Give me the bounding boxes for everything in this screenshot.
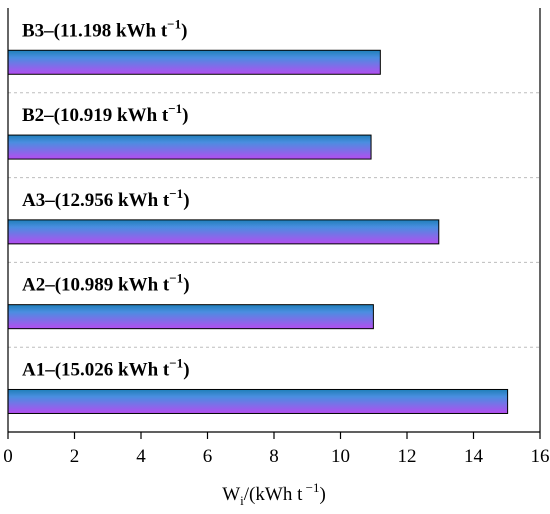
x-ticks: 0 2 4 6 8 10 12 14 16 bbox=[3, 432, 550, 467]
bar-a3 bbox=[7, 219, 440, 245]
bar-a1 bbox=[7, 388, 509, 414]
x-tick-label: 10 bbox=[331, 446, 350, 467]
x-tick-label: 4 bbox=[136, 446, 146, 467]
bar-b3 bbox=[7, 49, 381, 75]
bar-label-b3: B3–(11.198 kWh t−1) bbox=[22, 16, 187, 41]
bar-a2 bbox=[7, 304, 374, 330]
x-tick-label: 0 bbox=[3, 446, 13, 467]
bar-label-a3: A3–(12.956 kWh t−1) bbox=[22, 186, 190, 211]
x-tick-label: 8 bbox=[269, 446, 279, 467]
x-tick-label: 14 bbox=[464, 446, 484, 467]
x-tick-label: 12 bbox=[398, 446, 417, 467]
bar-label-b2: B2–(10.919 kWh t−1) bbox=[22, 101, 188, 126]
grid-lines bbox=[8, 92, 540, 348]
bar-b2 bbox=[7, 134, 372, 160]
x-tick-label: 6 bbox=[203, 446, 213, 467]
x-axis-title: Wi/(kWh t −1) bbox=[222, 480, 326, 508]
x-tick-label: 16 bbox=[531, 446, 550, 467]
bar-labels: A1–(15.026 kWh t−1) A2–(10.989 kWh t−1) A3… bbox=[22, 16, 190, 380]
bars bbox=[7, 49, 509, 414]
bar-label-a1: A1–(15.026 kWh t−1) bbox=[22, 355, 190, 380]
bar-label-a2: A2–(10.989 kWh t−1) bbox=[22, 271, 190, 296]
x-tick-label: 2 bbox=[70, 446, 80, 467]
